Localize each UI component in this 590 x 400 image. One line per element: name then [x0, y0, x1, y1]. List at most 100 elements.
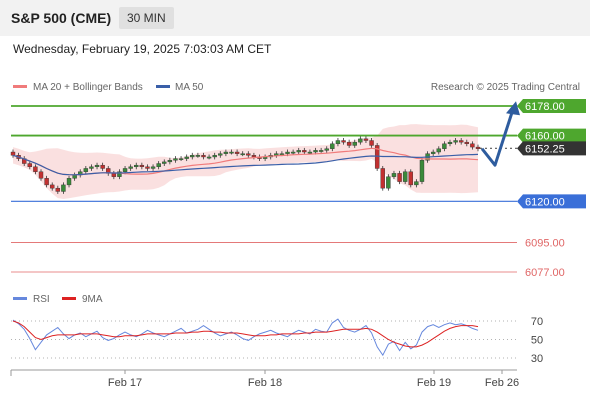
- x-tick-label: Feb 17: [108, 377, 142, 389]
- candle-body: [285, 151, 290, 154]
- candle-body: [134, 164, 139, 168]
- rsi-level-label: 30: [531, 353, 543, 365]
- bollinger-band: [13, 124, 478, 199]
- level-label-bg-support: [517, 194, 586, 209]
- candle-body: [206, 156, 212, 159]
- candle-body: [341, 140, 346, 143]
- candle-body: [38, 171, 44, 179]
- level-label-target: 6077.00: [525, 267, 565, 279]
- candle-body: [218, 153, 223, 156]
- instrument-title: S&P 500 (CME): [11, 10, 112, 26]
- candle-body: [66, 178, 72, 186]
- x-tick-label: Feb 18: [248, 377, 282, 389]
- candle-body: [139, 164, 145, 168]
- candle-body: [419, 160, 425, 182]
- candle-body: [251, 155, 257, 158]
- candle-body: [44, 178, 49, 186]
- rsi-ma-legend-swatch: [62, 297, 76, 300]
- candle-body: [369, 140, 374, 146]
- candle-body: [50, 184, 55, 189]
- candle-body: [307, 151, 313, 154]
- rsi-level-label: 70: [531, 316, 543, 328]
- candle-body: [408, 171, 413, 186]
- candle-body: [246, 153, 251, 156]
- candle-body: [302, 150, 307, 153]
- candle-body: [358, 138, 363, 143]
- candle-body: [397, 173, 402, 182]
- candle-body: [145, 166, 150, 169]
- timeframe-badge[interactable]: 30 MIN: [119, 7, 174, 29]
- candle-body: [128, 166, 133, 169]
- candle-body: [83, 168, 89, 172]
- candle-body: [279, 153, 285, 156]
- rsi-ma-line: [12, 320, 479, 348]
- candle-body: [190, 155, 195, 158]
- candle-body: [240, 153, 245, 156]
- level-label-bg-resistance: [517, 99, 586, 113]
- candle-body: [464, 141, 469, 145]
- candle-body: [234, 151, 240, 154]
- x-tick-label: Feb 26: [485, 377, 519, 389]
- candle-body: [195, 155, 201, 157]
- scenario-arrow-head: [506, 101, 520, 116]
- candle-body: [229, 151, 234, 154]
- candle-body: [430, 151, 436, 154]
- candle-body: [55, 187, 61, 192]
- candle-body: [111, 173, 117, 177]
- candle-body: [414, 181, 419, 186]
- candle-body: [296, 150, 301, 153]
- candle-body: [453, 140, 458, 143]
- level-label-support: 6120.00: [525, 196, 565, 208]
- ma50-legend-swatch: [156, 85, 170, 88]
- candle-body: [33, 166, 38, 172]
- candle-body: [150, 166, 156, 169]
- ma20-legend-label: MA 20 + Bollinger Bands: [33, 82, 143, 93]
- candle-body: [380, 168, 385, 189]
- candle-body: [470, 143, 475, 148]
- candle-body: [72, 174, 77, 179]
- candle-body: [458, 140, 464, 143]
- rsi-legend-swatch: [13, 297, 27, 300]
- level-label-current: 6152.25: [525, 143, 565, 155]
- candle-body: [201, 155, 206, 158]
- ma50-legend-label: MA 50: [175, 82, 204, 93]
- candle-body: [94, 164, 100, 168]
- candle-body: [346, 141, 352, 146]
- candle-body: [447, 141, 453, 145]
- candle-body: [352, 141, 357, 146]
- candle-body: [184, 156, 189, 159]
- candle-body: [274, 153, 279, 156]
- candle-body: [212, 155, 217, 158]
- candle-body: [324, 148, 329, 151]
- rsi-ma-legend-label: 9MA: [82, 294, 103, 305]
- candle-body: [402, 171, 408, 182]
- candle-body: [290, 151, 296, 154]
- candle-body: [374, 145, 380, 169]
- level-label-bg-resistance: [517, 128, 586, 143]
- candle-body: [330, 143, 335, 149]
- scenario-arrow: [480, 108, 515, 167]
- candle-body: [162, 161, 167, 164]
- candle-body: [436, 148, 441, 153]
- candle-body: [391, 173, 397, 177]
- rsi-line: [12, 318, 479, 357]
- level-label-resistance: 6178.00: [525, 101, 565, 113]
- candle-body: [61, 184, 66, 192]
- timestamp: Wednesday, February 19, 2025 7:03:03 AM …: [13, 42, 272, 56]
- candle-body: [173, 158, 178, 161]
- credit-text: Research © 2025 Trading Central: [431, 82, 580, 93]
- ma20-legend-swatch: [13, 85, 27, 88]
- candle-body: [117, 171, 122, 177]
- rsi-legend-label: RSI: [33, 294, 50, 305]
- level-label-target: 6095.00: [525, 237, 565, 249]
- candle-body: [475, 146, 481, 149]
- candle-body: [363, 138, 369, 141]
- x-tick-label: Feb 19: [417, 377, 451, 389]
- candle-body: [89, 166, 94, 169]
- candle-body: [178, 158, 184, 160]
- candle-body: [223, 151, 229, 154]
- candle-body: [386, 176, 391, 189]
- rsi-level-label: 50: [531, 335, 543, 347]
- chart-header-bar: [0, 0, 590, 36]
